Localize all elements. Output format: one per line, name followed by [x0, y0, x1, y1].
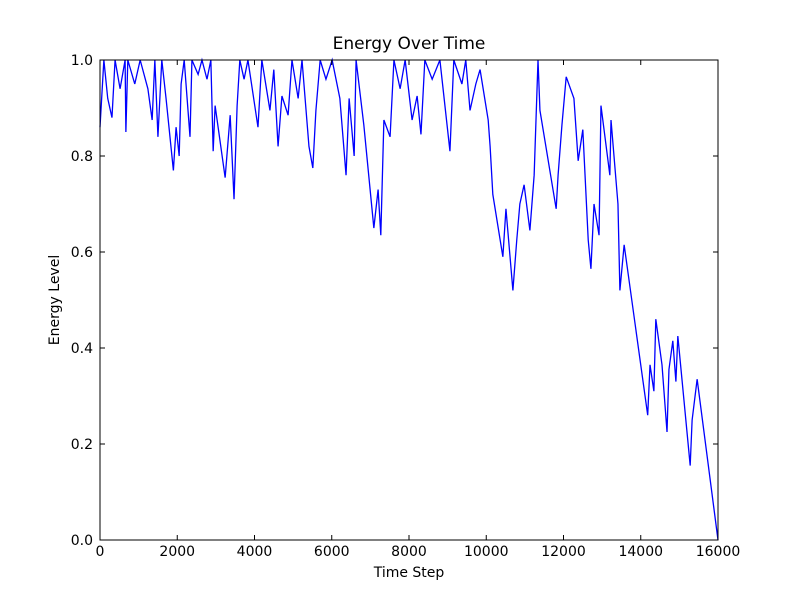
y-tick-label: 0.6 [71, 245, 93, 261]
y-tick-label: 0.8 [71, 149, 93, 165]
data-line [99, 57, 719, 541]
x-tick-label: 16000 [696, 544, 741, 560]
x-tick-label: 8000 [391, 544, 427, 560]
plot-frame [99, 59, 719, 541]
x-tick-label: 0 [96, 544, 105, 560]
x-tick-label: 14000 [618, 544, 663, 560]
x-tick-label: 10000 [464, 544, 509, 560]
y-tick-label: 0.4 [71, 341, 93, 357]
y-tick-label: 0.0 [71, 533, 93, 549]
y-axis-label: Energy Level [47, 255, 63, 345]
x-tick-label: 12000 [541, 544, 586, 560]
x-tick-label: 4000 [237, 544, 273, 560]
y-tick-label: 1.0 [71, 53, 93, 69]
x-tick-label: 2000 [159, 544, 195, 560]
x-tick-label: 6000 [314, 544, 350, 560]
y-tick-label: 0.2 [71, 437, 93, 453]
chart-title: Energy Over Time [333, 34, 486, 54]
x-axis-label: Time Step [373, 565, 445, 581]
